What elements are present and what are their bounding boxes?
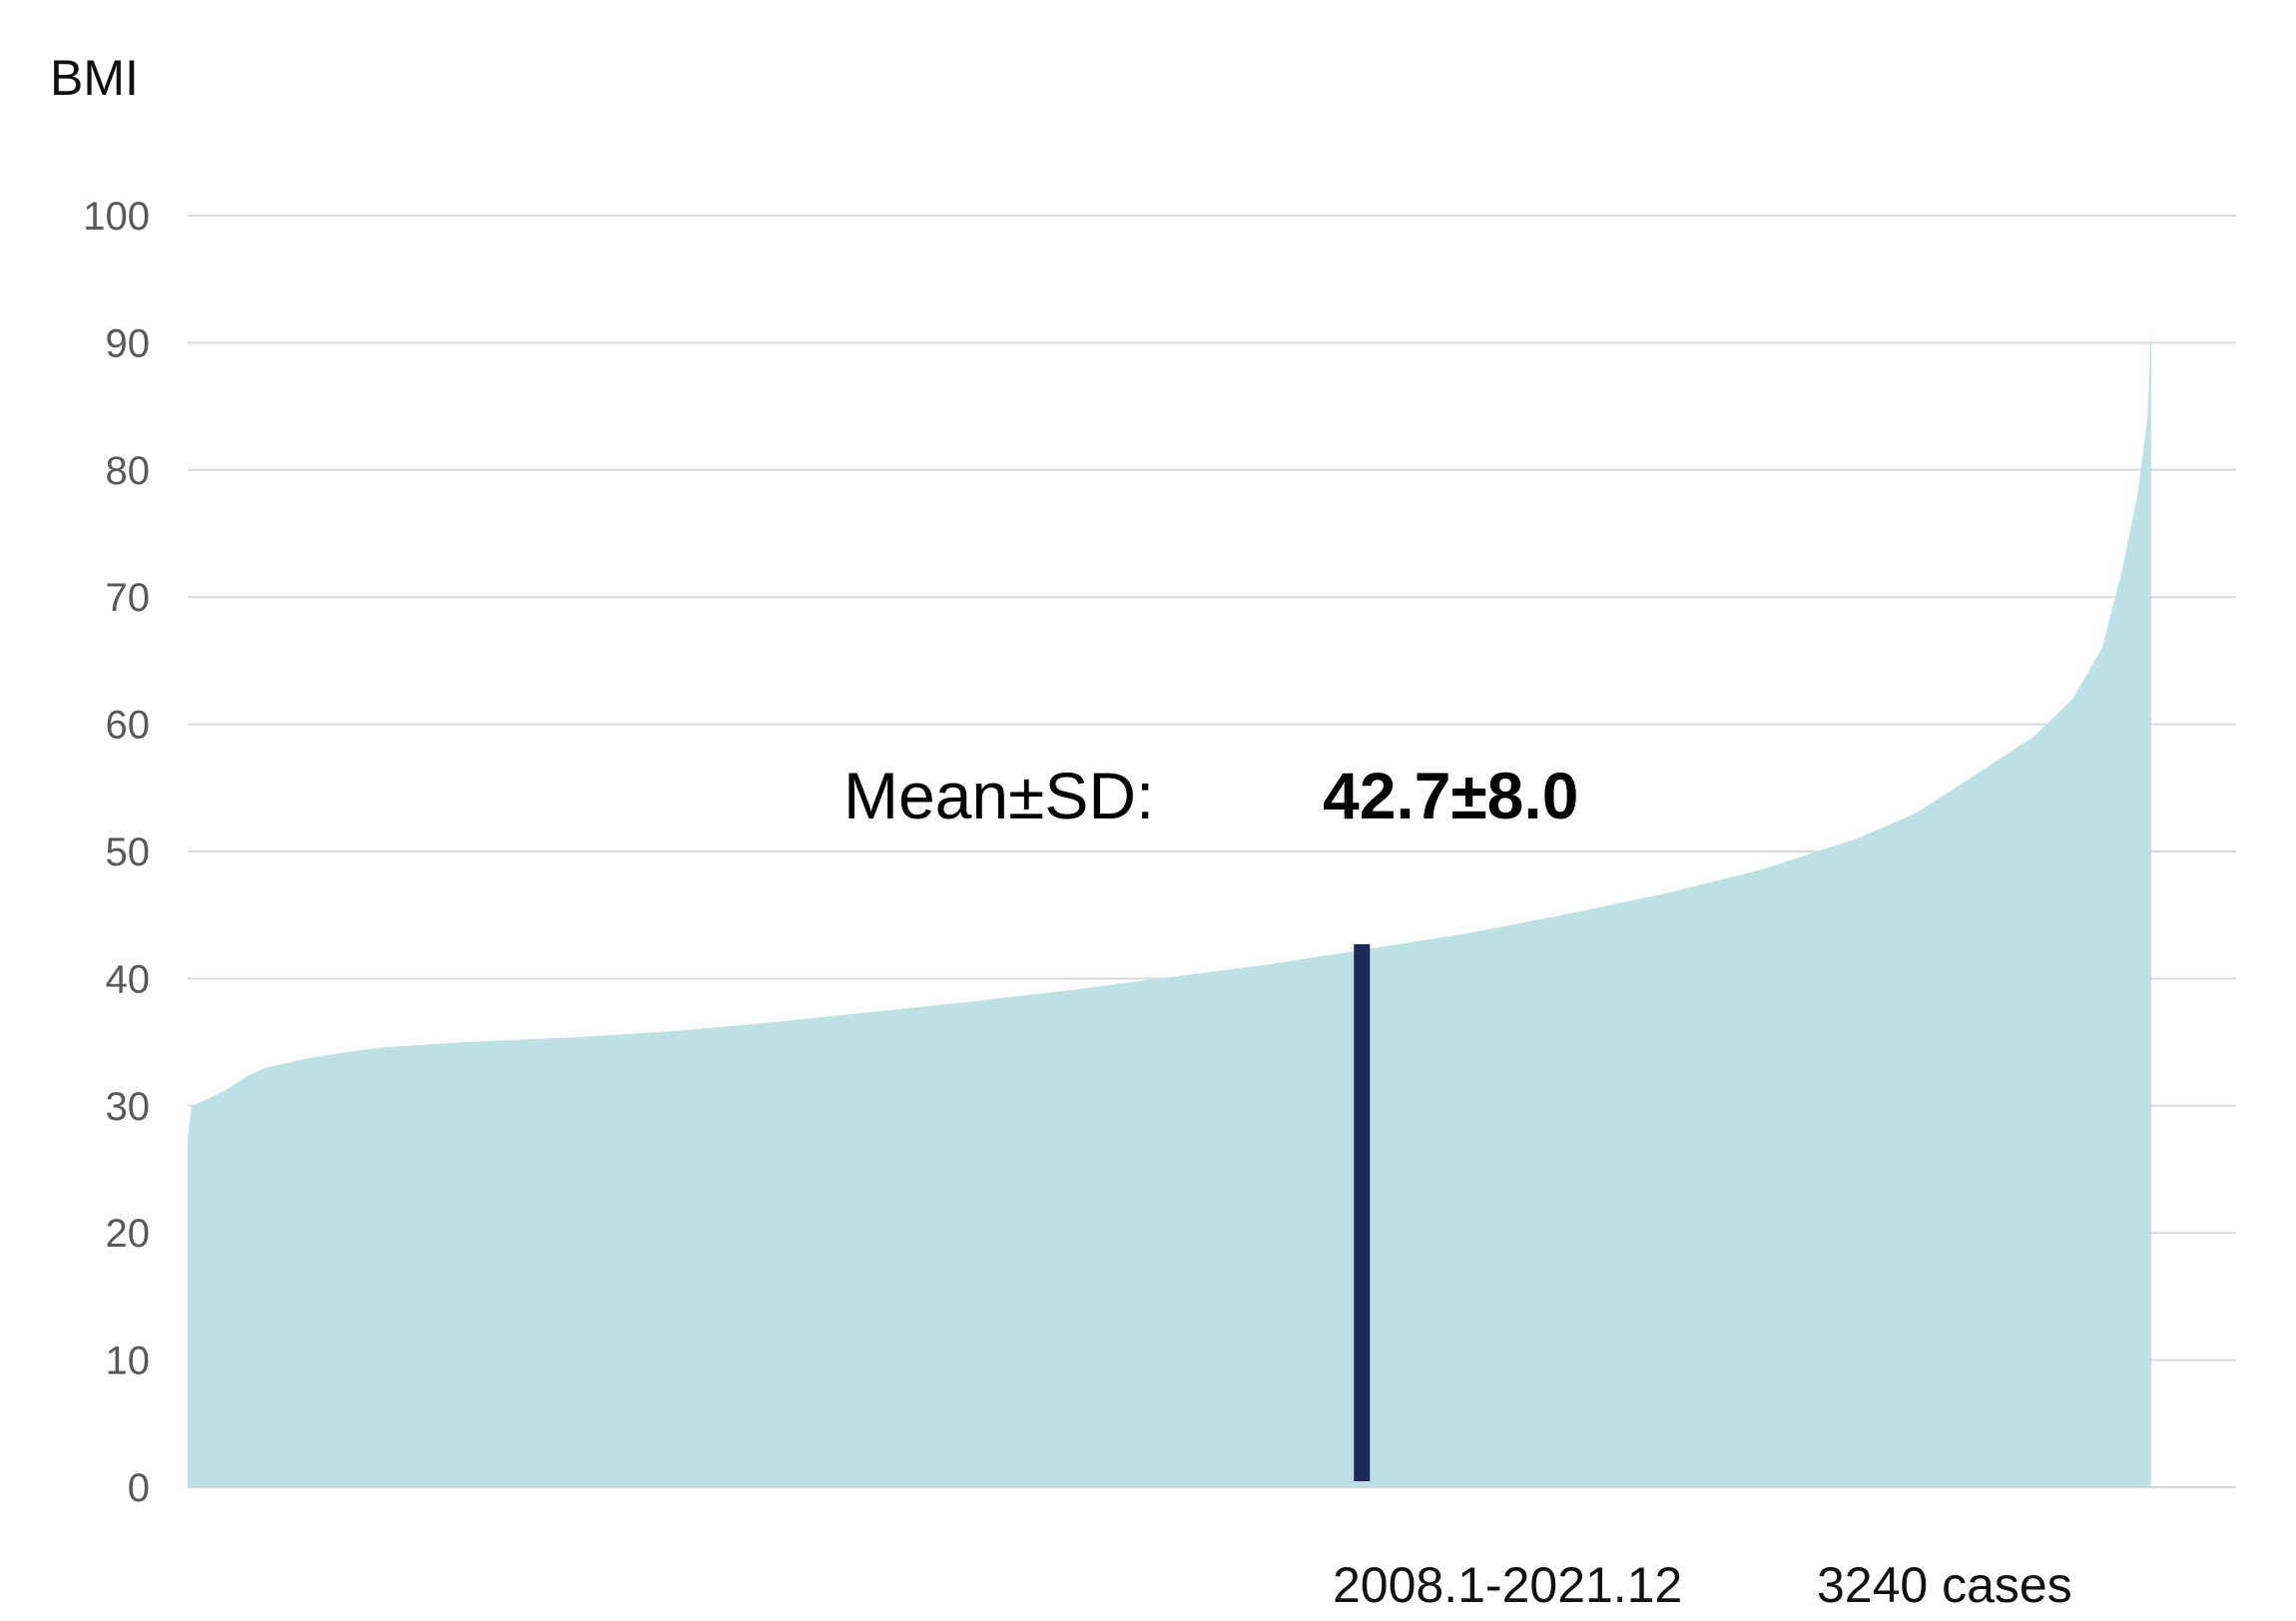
y-tick-label-50: 50 — [106, 830, 151, 874]
y-tick-label-0: 0 — [128, 1466, 150, 1510]
y-axis-label: BMI — [50, 50, 139, 106]
mean-marker-bar — [1354, 944, 1371, 1481]
y-tick-label-80: 80 — [106, 449, 151, 493]
y-tick-label-60: 60 — [106, 704, 151, 748]
y-tick-label-20: 20 — [106, 1212, 151, 1256]
y-tick-label-90: 90 — [106, 321, 151, 365]
y-tick-label-70: 70 — [106, 576, 151, 620]
y-tick-label-100: 100 — [83, 195, 150, 239]
y-tick-label-40: 40 — [106, 957, 151, 1001]
mean-sd-label: Mean±SD: — [844, 759, 1154, 832]
mean-sd-annotation: Mean±SD: 42.7±8.0 — [844, 759, 1578, 832]
footer-cases: 3240 cases — [1817, 1557, 2072, 1613]
footer-period: 2008.1-2021.12 — [1333, 1557, 1682, 1613]
bmi-area-series — [188, 329, 2151, 1488]
y-tick-label-30: 30 — [106, 1085, 151, 1129]
y-tick-label-10: 10 — [106, 1340, 151, 1383]
mean-sd-value: 42.7±8.0 — [1323, 759, 1578, 832]
y-axis-ticks: 0 10 20 30 40 50 60 70 80 90 100 — [83, 195, 150, 1510]
